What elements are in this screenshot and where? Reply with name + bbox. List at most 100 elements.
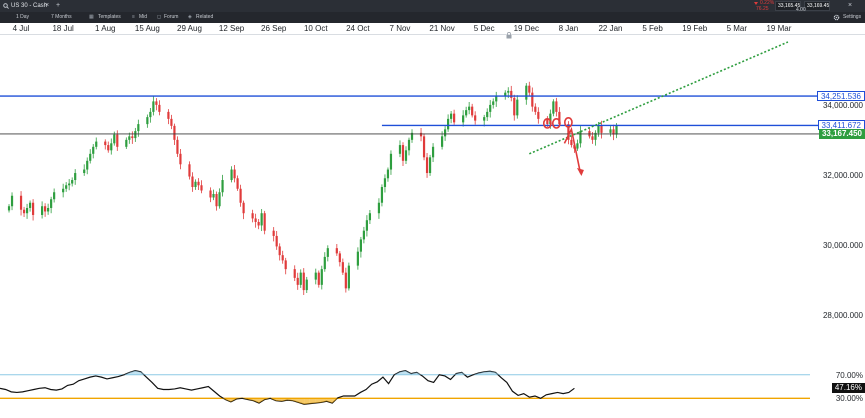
settings-button[interactable]: Settings (843, 14, 862, 20)
candle-body (179, 153, 182, 165)
overbought-fill (456, 372, 462, 375)
quote-change-abs: 76.25 (756, 6, 769, 12)
oversold-fill (315, 398, 321, 404)
range-selector[interactable]: 7 Months (51, 14, 72, 20)
candle-body (7, 206, 11, 211)
timeframe-selector[interactable]: 1 Day (16, 14, 30, 20)
price-tick-label: 34,000.000 (822, 100, 863, 110)
oversold-fill (264, 398, 271, 400)
templates-icon[interactable]: ▦ (89, 14, 94, 20)
oscillator-background (0, 354, 865, 418)
date-tick-label: 19 Feb (682, 24, 708, 33)
candle-body (296, 277, 299, 285)
candle-body (113, 134, 116, 144)
candle-body (128, 136, 131, 140)
date-tick-label: 4 Jul (12, 24, 30, 33)
candle-body (546, 118, 549, 125)
close-tab-icon[interactable]: × (45, 2, 50, 9)
window-close-icon[interactable]: × (848, 2, 853, 9)
candle-body (293, 269, 296, 278)
date-tick-label: 22 Jan (598, 24, 623, 33)
candle-body (431, 146, 435, 158)
candle-body (528, 85, 531, 93)
overbought-fill (129, 370, 136, 375)
oversold-fill (292, 398, 299, 403)
overbought-fill (484, 371, 490, 375)
candle-body (447, 118, 450, 130)
candle-body (41, 206, 44, 215)
annotation-circle (551, 118, 561, 129)
overbought-fill (495, 372, 502, 375)
candle-body (194, 181, 197, 188)
candle-body (450, 113, 453, 119)
current-price-label: 33,167.450 (818, 128, 865, 139)
candle-body (242, 202, 245, 214)
resistance-price-label: 34,251.536 (816, 91, 865, 102)
candle-body (552, 101, 555, 114)
candle-body (609, 129, 612, 133)
candle-body (440, 136, 444, 147)
bid-price: 33,165.45 (778, 3, 801, 9)
mid-button[interactable]: Mid (139, 14, 148, 20)
candle-body (25, 207, 29, 214)
price-chart[interactable] (0, 35, 865, 353)
candle-body (278, 246, 281, 256)
candle-body (71, 180, 74, 184)
candle-body (386, 169, 390, 179)
candle-body (230, 169, 233, 181)
candle-body (107, 145, 110, 151)
oversold-fill (225, 398, 231, 402)
candle-body (368, 213, 372, 221)
oversold-fill (332, 398, 338, 404)
candle-body (19, 195, 23, 210)
oversold-fill (242, 398, 248, 400)
oversold-fill (281, 398, 288, 402)
window-title-bar: US 30 - Cash × + 0.22% 76.25 33,165.45 3… (0, 0, 865, 13)
date-tick-label: 1 Aug (95, 24, 116, 33)
oversold-fill (298, 398, 305, 405)
oscillator-chart[interactable] (0, 354, 865, 418)
date-tick-label: 26 Sep (260, 24, 287, 33)
osc-level-label: 70.00% (835, 370, 863, 380)
overbought-fill (140, 371, 147, 375)
date-tick-label: 10 Oct (303, 24, 328, 33)
forum-icon[interactable]: ◻ (157, 14, 162, 20)
lock-icon[interactable] (506, 32, 512, 39)
candle-body (615, 125, 618, 135)
oversold-fill (236, 398, 243, 399)
plus-icon[interactable]: + (56, 2, 61, 9)
candle-body (251, 213, 254, 219)
gear-icon[interactable] (833, 14, 840, 21)
candle-body (347, 265, 350, 289)
candle-body (284, 260, 287, 270)
candle-body (549, 113, 552, 125)
candle-body (591, 136, 594, 140)
candle-body (95, 141, 98, 147)
related-button[interactable]: Related (196, 14, 214, 20)
bid-button[interactable]: 33,165.45 (775, 1, 801, 11)
candle-body (158, 104, 161, 112)
templates-button[interactable]: Templates (98, 14, 121, 20)
candle-body (53, 192, 56, 200)
quote-change-pct: 0.22% (760, 0, 775, 6)
window-title[interactable]: US 30 - Cash (11, 3, 48, 9)
mid-icon[interactable]: ≡ (132, 14, 135, 20)
forum-button[interactable]: Forum (164, 14, 179, 20)
candle-body (197, 181, 200, 186)
candle-body (317, 272, 320, 285)
related-icon[interactable]: ◈ (188, 14, 192, 20)
oversold-fill (230, 398, 237, 402)
overbought-fill (394, 371, 400, 375)
candle-body (188, 164, 191, 177)
overbought-fill (399, 370, 406, 375)
overbought-fill (450, 373, 457, 375)
candle-body (335, 248, 338, 254)
search-icon[interactable] (3, 3, 9, 9)
ask-button[interactable]: 33,169.45 (804, 1, 830, 11)
candle-body (359, 239, 362, 252)
chart-toolbar: 1 Day 7 Months ▦ Templates ≡ Mid ◻ Forum… (0, 12, 865, 23)
oversold-fill (275, 398, 282, 402)
candle-body (507, 90, 510, 93)
candle-body (576, 143, 579, 149)
date-tick-label: 19 Mar (766, 24, 792, 33)
